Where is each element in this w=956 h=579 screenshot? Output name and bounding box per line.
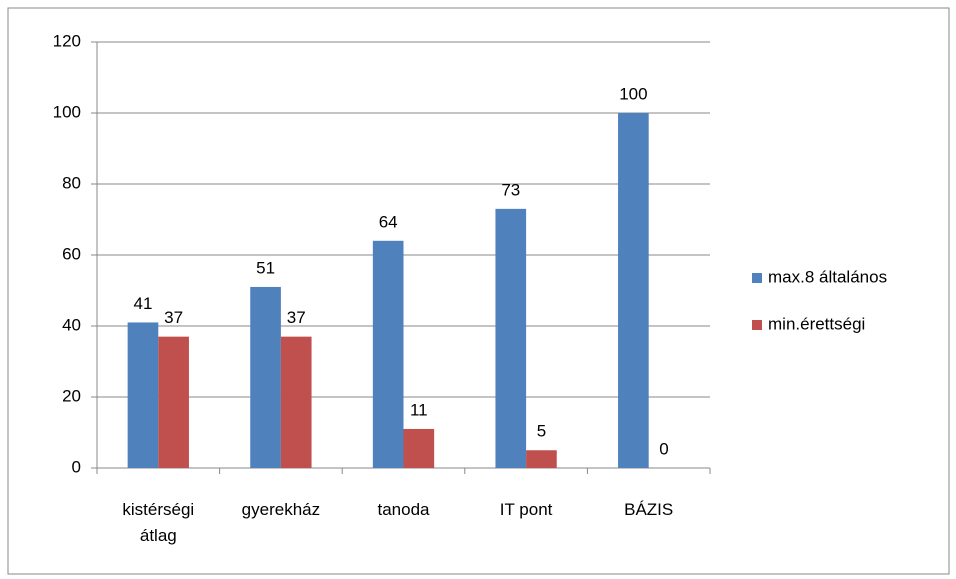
bar	[403, 428, 435, 468]
bar	[280, 336, 312, 468]
legend-label: min.érettségi	[768, 314, 865, 333]
bar	[618, 113, 649, 468]
legend-swatch	[752, 320, 762, 330]
bar	[495, 208, 527, 468]
x-tick-label: IT pont	[499, 500, 553, 519]
x-tick-label: tanoda	[377, 500, 430, 519]
legend-label: max.8 általános	[768, 267, 887, 286]
bar	[250, 286, 281, 468]
value-label: 5	[537, 422, 546, 441]
value-label: 0	[659, 439, 668, 458]
x-tick-label: kistérségi átlag	[122, 500, 195, 545]
bar	[526, 450, 557, 468]
y-tick-label: 20	[62, 386, 81, 405]
value-label: 51	[256, 258, 275, 277]
y-tick-label: 80	[62, 173, 81, 192]
y-tick-label: 60	[62, 244, 81, 263]
y-tick-label: 120	[53, 31, 81, 50]
value-label: 73	[501, 180, 520, 199]
y-tick-label: 0	[72, 457, 81, 476]
value-label: 11	[410, 400, 428, 419]
bar	[127, 322, 159, 468]
value-label: 37	[287, 308, 306, 327]
value-label: 37	[164, 308, 183, 327]
value-label: 100	[619, 84, 647, 103]
chart-border	[7, 7, 950, 575]
value-label: 41	[134, 294, 153, 313]
x-tick-label: BÁZIS	[624, 500, 674, 519]
y-tick-label: 40	[62, 315, 81, 334]
bar	[158, 336, 189, 468]
x-tick-label: gyerekház	[241, 500, 321, 519]
legend-swatch	[752, 273, 762, 283]
value-label: 64	[379, 212, 398, 231]
bar	[372, 240, 404, 468]
y-tick-label: 100	[53, 102, 81, 121]
